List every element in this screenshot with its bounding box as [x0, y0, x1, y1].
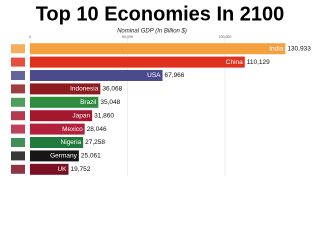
x-tick-label: 50,000 — [122, 35, 133, 39]
value-label: 25,061 — [81, 153, 101, 160]
category-label: UK — [57, 166, 67, 173]
category-label: Japan — [72, 112, 90, 119]
bar — [30, 70, 163, 81]
category-label: Mexico — [62, 126, 83, 133]
flag — [11, 111, 25, 121]
value-label: 31,860 — [94, 112, 114, 119]
flag — [11, 138, 25, 147]
bar — [30, 137, 84, 148]
bar — [30, 56, 245, 68]
flag — [11, 57, 25, 67]
bar — [30, 150, 79, 162]
value-label: 28,046 — [87, 126, 107, 133]
value-label: 67,966 — [165, 72, 185, 79]
value-label: 27,258 — [85, 139, 105, 146]
value-label: 35,048 — [100, 99, 120, 106]
flag — [11, 44, 25, 54]
bar — [30, 83, 101, 95]
bar — [30, 163, 69, 175]
flag — [11, 97, 25, 107]
bar — [30, 110, 93, 122]
category-label: USA — [147, 72, 161, 79]
flag — [11, 164, 25, 174]
flag — [11, 151, 25, 161]
category-label: Brazil — [80, 99, 97, 106]
value-label: 130,933 — [287, 45, 311, 52]
flag — [11, 124, 25, 134]
category-label: Nigeria — [61, 139, 82, 146]
chart-title: Top 10 Economies In 2100 — [36, 3, 285, 25]
value-label: 110,129 — [247, 59, 270, 66]
flag — [11, 71, 25, 80]
category-label: Indonesia — [70, 86, 99, 93]
x-tick-label: 0 — [29, 35, 31, 39]
chart-subtitle: Nominal GDP (In Billion $) — [117, 29, 187, 35]
category-label: Germany — [50, 153, 77, 160]
bar — [30, 123, 85, 135]
bar — [30, 43, 286, 55]
value-label: 19,752 — [71, 166, 91, 173]
bar — [30, 96, 99, 108]
flag — [11, 84, 25, 94]
value-label: 36,068 — [102, 86, 122, 93]
category-label: China — [226, 59, 243, 66]
chart: Top 10 Economies In 2100 Nominal GDP (In… — [11, 3, 311, 176]
category-label: India — [269, 45, 283, 52]
x-tick-label: 100,000 — [219, 35, 232, 39]
